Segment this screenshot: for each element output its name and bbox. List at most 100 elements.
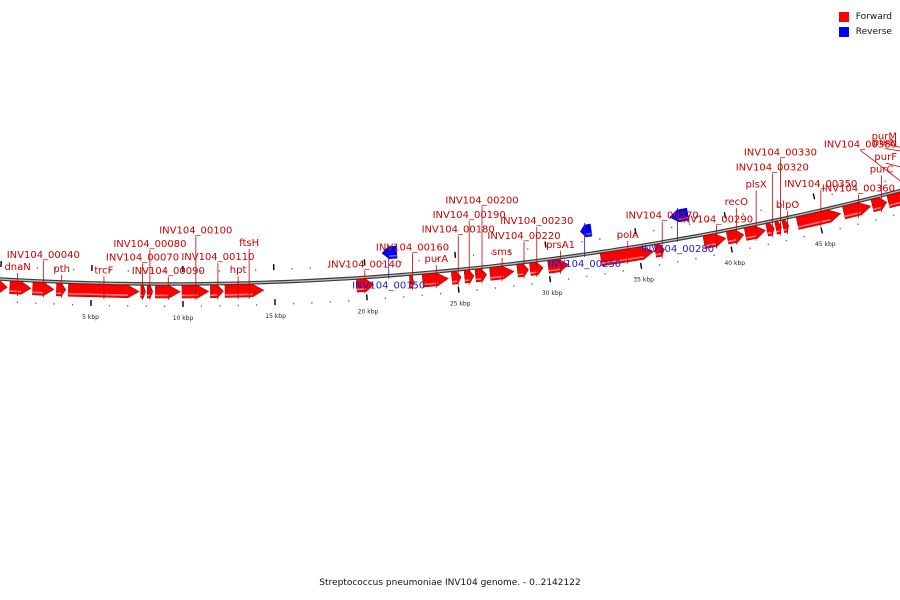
gene-arrow-shine [422,282,438,286]
gene-arrow-forward [781,219,789,233]
gene-arrow-shine [225,293,253,296]
gene-arrow-shine [32,291,45,294]
gene-arrow-shine [601,256,644,265]
gene-arrow-shine [490,275,504,279]
gene-label: INV104_00070 [106,252,179,263]
gene-label: trcF [94,265,113,276]
scale-ticks: 5 kbp 10 kbp 15 kbp 20 kbp 25 kbp 30 kbp 35 kb… [0,180,895,322]
gene-label: blpO [776,200,799,211]
scale-label: 25 kbp [450,301,471,308]
legend-forward: Forward [838,9,892,24]
gene-label: INV104_00110 [181,252,254,263]
scale-tick-major [454,251,457,258]
scale-tick-major [723,212,727,219]
scale-label: 45 kbp [815,241,836,248]
gene-label: sms [492,247,512,258]
gene-arrow-shine [704,242,717,247]
gene-label: INV104_00330 [744,148,817,159]
genome-caption: Streptococcus pneumoniae INV104 genome. … [319,578,581,588]
gene-label: hpt [230,265,247,276]
gene-arrow-shine [728,239,738,243]
scale-tick-major [639,262,643,269]
gene-arrow-shine [548,268,561,272]
scale-tick-major [730,246,733,253]
gene-arrow-forward [765,222,775,237]
scale-tick-major [634,228,637,235]
gene-label: INV104_00380 [824,139,897,150]
scale-tick-major [457,286,460,293]
gene-label: pth [53,264,70,275]
gene-label: purA [424,254,448,265]
gene-label: INV104_00350 [784,179,857,190]
gene-label: polA [617,230,639,241]
scale-label: 35 kbp [633,277,654,284]
gene-label: INV104_00250 [548,259,621,270]
gene-label: INV104_00180 [422,225,495,236]
legend-forward-label: Forward [855,11,892,22]
gene-arrow-shine [9,290,22,293]
scale-label: 20 kbp [358,308,379,315]
label-leader-lines [17,142,900,300]
reverse-swatch [838,26,849,37]
gene-arrow-shine [585,232,592,236]
gene-label: INV104_00220 [487,231,560,242]
gene-label: INV104_00290 [680,214,753,225]
gene-label: INV104_00160 [376,242,449,253]
forward-swatch [838,11,849,22]
scale-tick-major [820,227,824,234]
scale-tick-major [548,276,552,283]
gene-label: purM [872,131,897,142]
gene-arrow-shine [746,234,758,239]
gene-label: dnaN [4,262,30,273]
gene-arrow-shine [388,254,397,257]
gene-label: purC [870,165,894,176]
gene-arrow-shine [655,253,662,256]
gene-label: INV104_00090 [132,266,205,277]
label-leader [860,150,900,182]
gene-label: INV104_00270 [626,211,699,222]
scale-label: 15 kbp [265,313,286,320]
gene-label: INV104_00150 [352,281,425,292]
gene-arrow-shine [798,218,831,228]
gene-label: prsA1 [546,240,575,251]
gene-label: INV104_00100 [159,225,232,236]
scale-tick-major [812,193,816,200]
gene-arrow-forward [870,197,888,213]
gene-arrow-shine [767,231,772,235]
gene-arrow-shine [678,216,689,221]
gene-label: plsX [746,180,767,191]
gene-label: INV104_00140 [328,260,401,271]
gene-label: INV104_00040 [7,250,80,261]
gene-label: INV104_00230 [500,216,573,227]
gene-arrow-shine [889,201,900,207]
gene-arrow-shine [517,273,525,276]
gene-label: ftsH [239,238,259,249]
legend-reverse: Reverse [838,24,892,39]
gene-label: purN [873,138,897,149]
gene-label: recO [725,197,749,208]
gene-arrow-shine [68,292,128,296]
backbone-highlight [0,190,900,285]
legend-reverse-label: Reverse [855,26,892,37]
legend: Forward Reverse [838,9,892,39]
gene-arrow-shine [776,230,780,233]
scale-tick-major [544,241,547,248]
scale-label: 5 kbp [82,314,99,321]
gene-arrow-shine [475,277,483,281]
gene-arrow-forward [0,280,8,293]
gene-arrow-shine [873,206,882,211]
gene-label: INV104_00200 [445,195,518,206]
gene-label: purF [874,152,897,163]
gene-label: INV104_00280 [641,244,714,255]
genome-backbone [0,188,900,286]
scale-label: 40 kbp [724,260,745,267]
gene-label: INV104_00320 [736,163,809,174]
gene-arrow-shine [783,228,788,231]
scale-label: 10 kbp [173,315,194,322]
scale-label: 30 kbp [542,290,563,297]
gene-label: INV104_00080 [113,239,186,250]
gene-label: INV104_00360 [822,184,895,195]
gene-label: INV104_00190 [433,210,506,221]
